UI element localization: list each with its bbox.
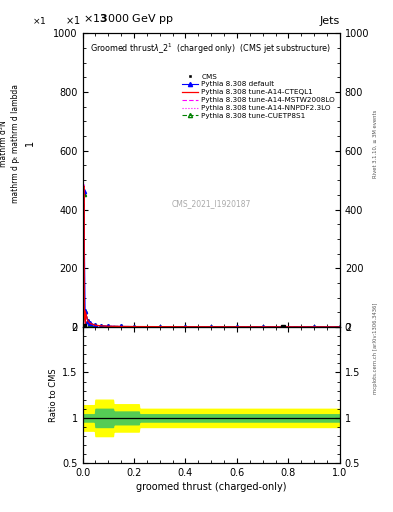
Y-axis label: Ratio to CMS: Ratio to CMS	[49, 368, 58, 422]
Text: CMS_2021_I1920187: CMS_2021_I1920187	[172, 199, 251, 208]
Text: $\times$1$\bf{3}$000 GeV pp: $\times$1$\bf{3}$000 GeV pp	[83, 12, 174, 26]
Text: 1: 1	[24, 140, 35, 146]
Text: Rivet 3.1.10, ≥ 3M events: Rivet 3.1.10, ≥ 3M events	[373, 109, 378, 178]
Text: mcplots.cern.ch [arXiv:1306.3436]: mcplots.cern.ch [arXiv:1306.3436]	[373, 303, 378, 394]
Text: Groomed thrust$\lambda\_2^1$  (charged only)  (CMS jet substructure): Groomed thrust$\lambda\_2^1$ (charged on…	[90, 42, 331, 56]
Text: Jets: Jets	[320, 16, 340, 26]
X-axis label: groomed thrust (charged-only): groomed thrust (charged-only)	[136, 482, 286, 493]
Legend: CMS, Pythia 8.308 default, Pythia 8.308 tune-A14-CTEQL1, Pythia 8.308 tune-A14-M: CMS, Pythia 8.308 default, Pythia 8.308 …	[181, 72, 336, 120]
Text: mathrm d²N: mathrm d²N	[0, 120, 8, 167]
Text: mathrm d pₜ mathrm d lambda: mathrm d pₜ mathrm d lambda	[11, 84, 20, 203]
Text: $\times$1: $\times$1	[64, 14, 80, 26]
Text: $\times$1: $\times$1	[32, 15, 47, 26]
